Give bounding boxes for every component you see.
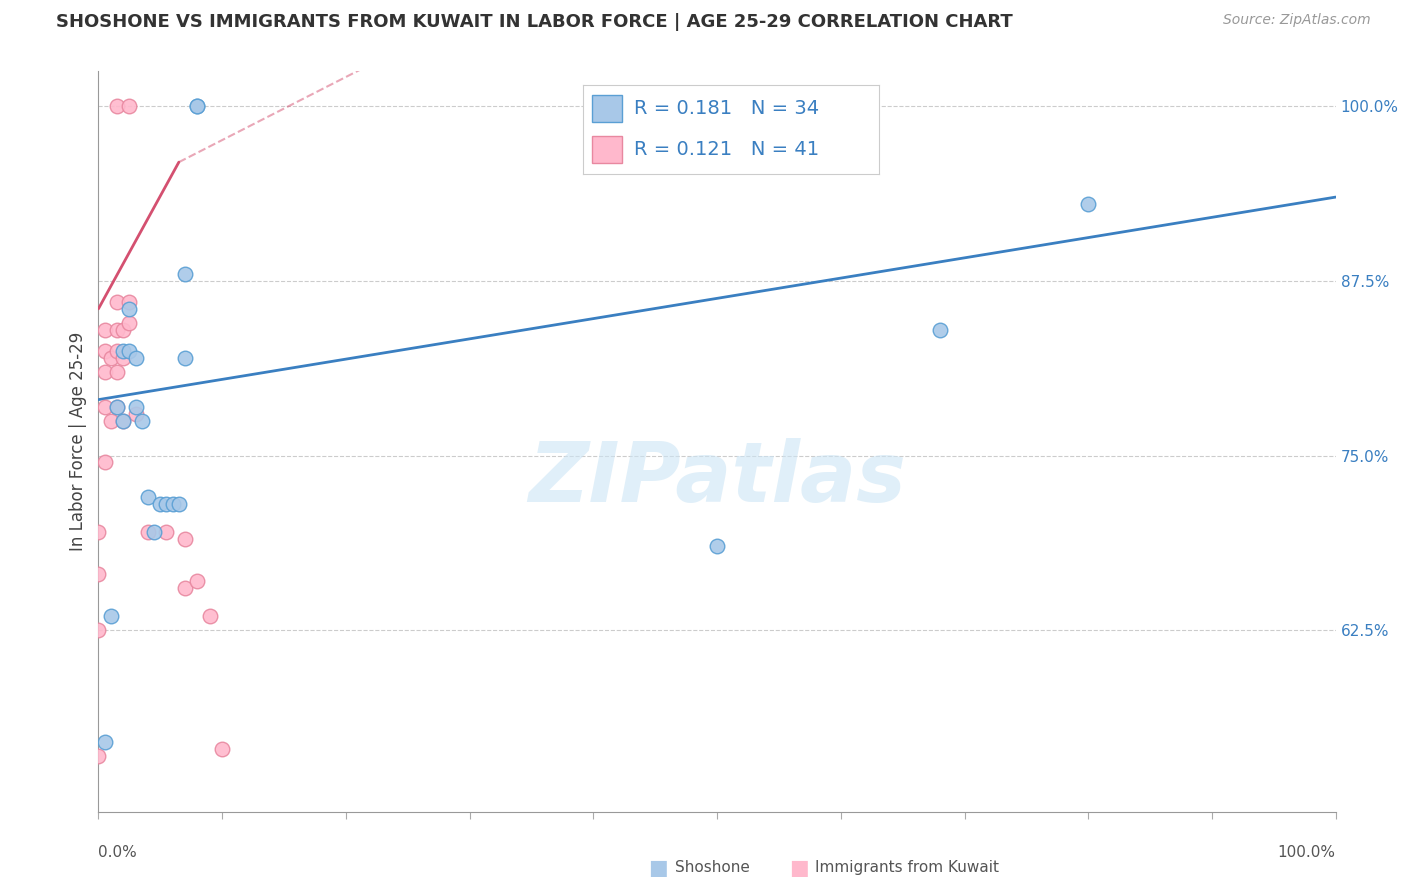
- Bar: [592, 136, 621, 163]
- Point: [155, 525, 177, 540]
- Point: [87, 623, 110, 637]
- Point: [100, 609, 122, 624]
- Point: [167, 497, 190, 511]
- Point: [706, 539, 728, 553]
- Point: [100, 414, 122, 428]
- Point: [186, 574, 208, 589]
- Point: [136, 491, 159, 505]
- Point: [149, 497, 172, 511]
- Point: [155, 497, 177, 511]
- Text: R = 0.121   N = 41: R = 0.121 N = 41: [634, 140, 818, 160]
- Point: [112, 323, 135, 337]
- Point: [100, 351, 122, 365]
- Text: Shoshone: Shoshone: [675, 861, 749, 875]
- Text: R = 0.181   N = 34: R = 0.181 N = 34: [634, 99, 818, 119]
- Point: [105, 343, 128, 358]
- Text: Source: ZipAtlas.com: Source: ZipAtlas.com: [1223, 13, 1371, 28]
- Point: [93, 323, 115, 337]
- Text: 0.0%: 0.0%: [98, 845, 138, 860]
- Point: [124, 407, 146, 421]
- Point: [112, 343, 135, 358]
- Point: [112, 351, 135, 365]
- Point: [93, 400, 115, 414]
- Y-axis label: In Labor Force | Age 25-29: In Labor Force | Age 25-29: [69, 332, 87, 551]
- Point: [211, 742, 233, 756]
- Point: [105, 99, 128, 113]
- Point: [124, 351, 146, 365]
- Point: [87, 748, 110, 763]
- Point: [174, 267, 197, 281]
- Point: [112, 414, 135, 428]
- Point: [118, 99, 141, 113]
- Point: [112, 414, 135, 428]
- Point: [105, 400, 128, 414]
- Point: [118, 301, 141, 316]
- Point: [124, 400, 146, 414]
- Point: [928, 323, 950, 337]
- Point: [198, 609, 221, 624]
- Point: [118, 316, 141, 330]
- Point: [105, 365, 128, 379]
- Point: [118, 343, 141, 358]
- Point: [136, 525, 159, 540]
- Point: [174, 533, 197, 547]
- Point: [87, 525, 110, 540]
- Bar: [592, 95, 621, 122]
- Text: SHOSHONE VS IMMIGRANTS FROM KUWAIT IN LABOR FORCE | AGE 25-29 CORRELATION CHART: SHOSHONE VS IMMIGRANTS FROM KUWAIT IN LA…: [56, 13, 1012, 31]
- Point: [105, 294, 128, 309]
- Point: [93, 735, 115, 749]
- Point: [93, 455, 115, 469]
- Point: [1077, 197, 1099, 211]
- Point: [118, 294, 141, 309]
- Point: [162, 497, 184, 511]
- Text: ■: ■: [789, 858, 808, 878]
- Text: ■: ■: [648, 858, 668, 878]
- Point: [93, 343, 115, 358]
- Point: [105, 323, 128, 337]
- Point: [105, 400, 128, 414]
- Text: ZIPatlas: ZIPatlas: [529, 438, 905, 519]
- Point: [131, 414, 153, 428]
- Point: [93, 365, 115, 379]
- Point: [87, 567, 110, 582]
- Text: 100.0%: 100.0%: [1278, 845, 1336, 860]
- Point: [186, 99, 208, 113]
- Point: [143, 525, 166, 540]
- Point: [174, 351, 197, 365]
- Point: [186, 99, 208, 113]
- Text: Immigrants from Kuwait: Immigrants from Kuwait: [815, 861, 1000, 875]
- Point: [174, 581, 197, 595]
